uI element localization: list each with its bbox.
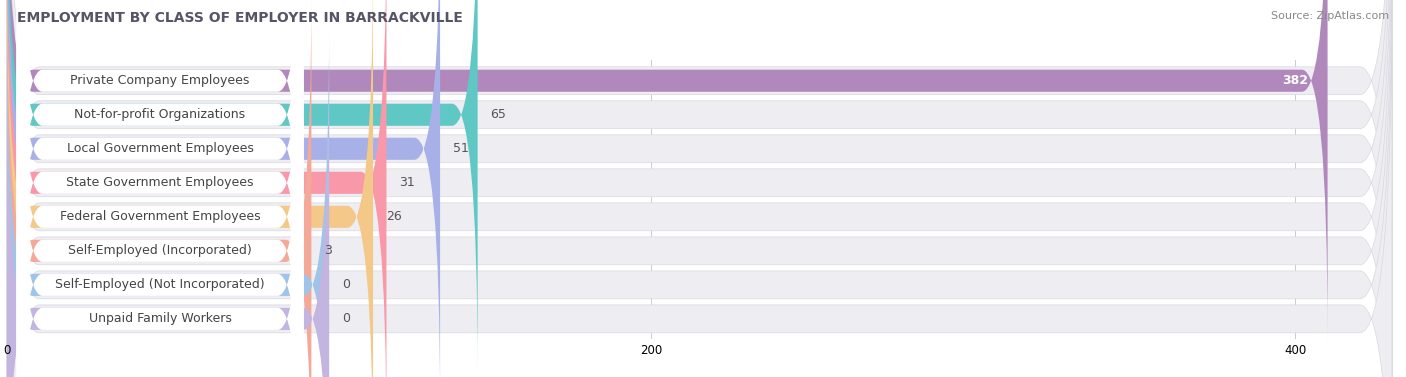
Text: 26: 26 xyxy=(385,210,402,223)
FancyBboxPatch shape xyxy=(7,0,1392,377)
Text: EMPLOYMENT BY CLASS OF EMPLOYER IN BARRACKVILLE: EMPLOYMENT BY CLASS OF EMPLOYER IN BARRA… xyxy=(17,11,463,25)
Text: 0: 0 xyxy=(342,313,350,325)
Text: Self-Employed (Incorporated): Self-Employed (Incorporated) xyxy=(67,244,252,257)
FancyBboxPatch shape xyxy=(17,0,304,377)
FancyBboxPatch shape xyxy=(7,0,387,377)
FancyBboxPatch shape xyxy=(7,0,1392,377)
Text: State Government Employees: State Government Employees xyxy=(66,176,253,189)
FancyBboxPatch shape xyxy=(7,0,440,377)
Text: 51: 51 xyxy=(453,142,468,155)
FancyBboxPatch shape xyxy=(17,24,304,377)
Text: Federal Government Employees: Federal Government Employees xyxy=(59,210,260,223)
FancyBboxPatch shape xyxy=(7,0,1327,342)
Text: Local Government Employees: Local Government Employees xyxy=(66,142,253,155)
FancyBboxPatch shape xyxy=(17,0,304,377)
FancyBboxPatch shape xyxy=(7,0,311,377)
Text: 31: 31 xyxy=(399,176,415,189)
FancyBboxPatch shape xyxy=(7,0,1392,377)
FancyBboxPatch shape xyxy=(17,0,304,342)
Text: 3: 3 xyxy=(325,244,332,257)
FancyBboxPatch shape xyxy=(7,0,1392,377)
FancyBboxPatch shape xyxy=(7,0,1392,377)
Text: 382: 382 xyxy=(1282,74,1308,87)
Text: Source: ZipAtlas.com: Source: ZipAtlas.com xyxy=(1271,11,1389,21)
FancyBboxPatch shape xyxy=(17,0,304,377)
Text: Not-for-profit Organizations: Not-for-profit Organizations xyxy=(75,108,246,121)
FancyBboxPatch shape xyxy=(17,0,304,377)
Text: Self-Employed (Not Incorporated): Self-Employed (Not Incorporated) xyxy=(55,278,264,291)
FancyBboxPatch shape xyxy=(17,58,304,377)
Text: 65: 65 xyxy=(491,108,506,121)
FancyBboxPatch shape xyxy=(7,0,1392,377)
FancyBboxPatch shape xyxy=(7,58,329,377)
FancyBboxPatch shape xyxy=(7,0,1392,377)
FancyBboxPatch shape xyxy=(7,0,1392,377)
FancyBboxPatch shape xyxy=(7,0,478,376)
Text: Private Company Employees: Private Company Employees xyxy=(70,74,250,87)
FancyBboxPatch shape xyxy=(17,0,304,376)
Text: 0: 0 xyxy=(342,278,350,291)
Text: Unpaid Family Workers: Unpaid Family Workers xyxy=(89,313,232,325)
FancyBboxPatch shape xyxy=(7,24,329,377)
FancyBboxPatch shape xyxy=(7,0,373,377)
